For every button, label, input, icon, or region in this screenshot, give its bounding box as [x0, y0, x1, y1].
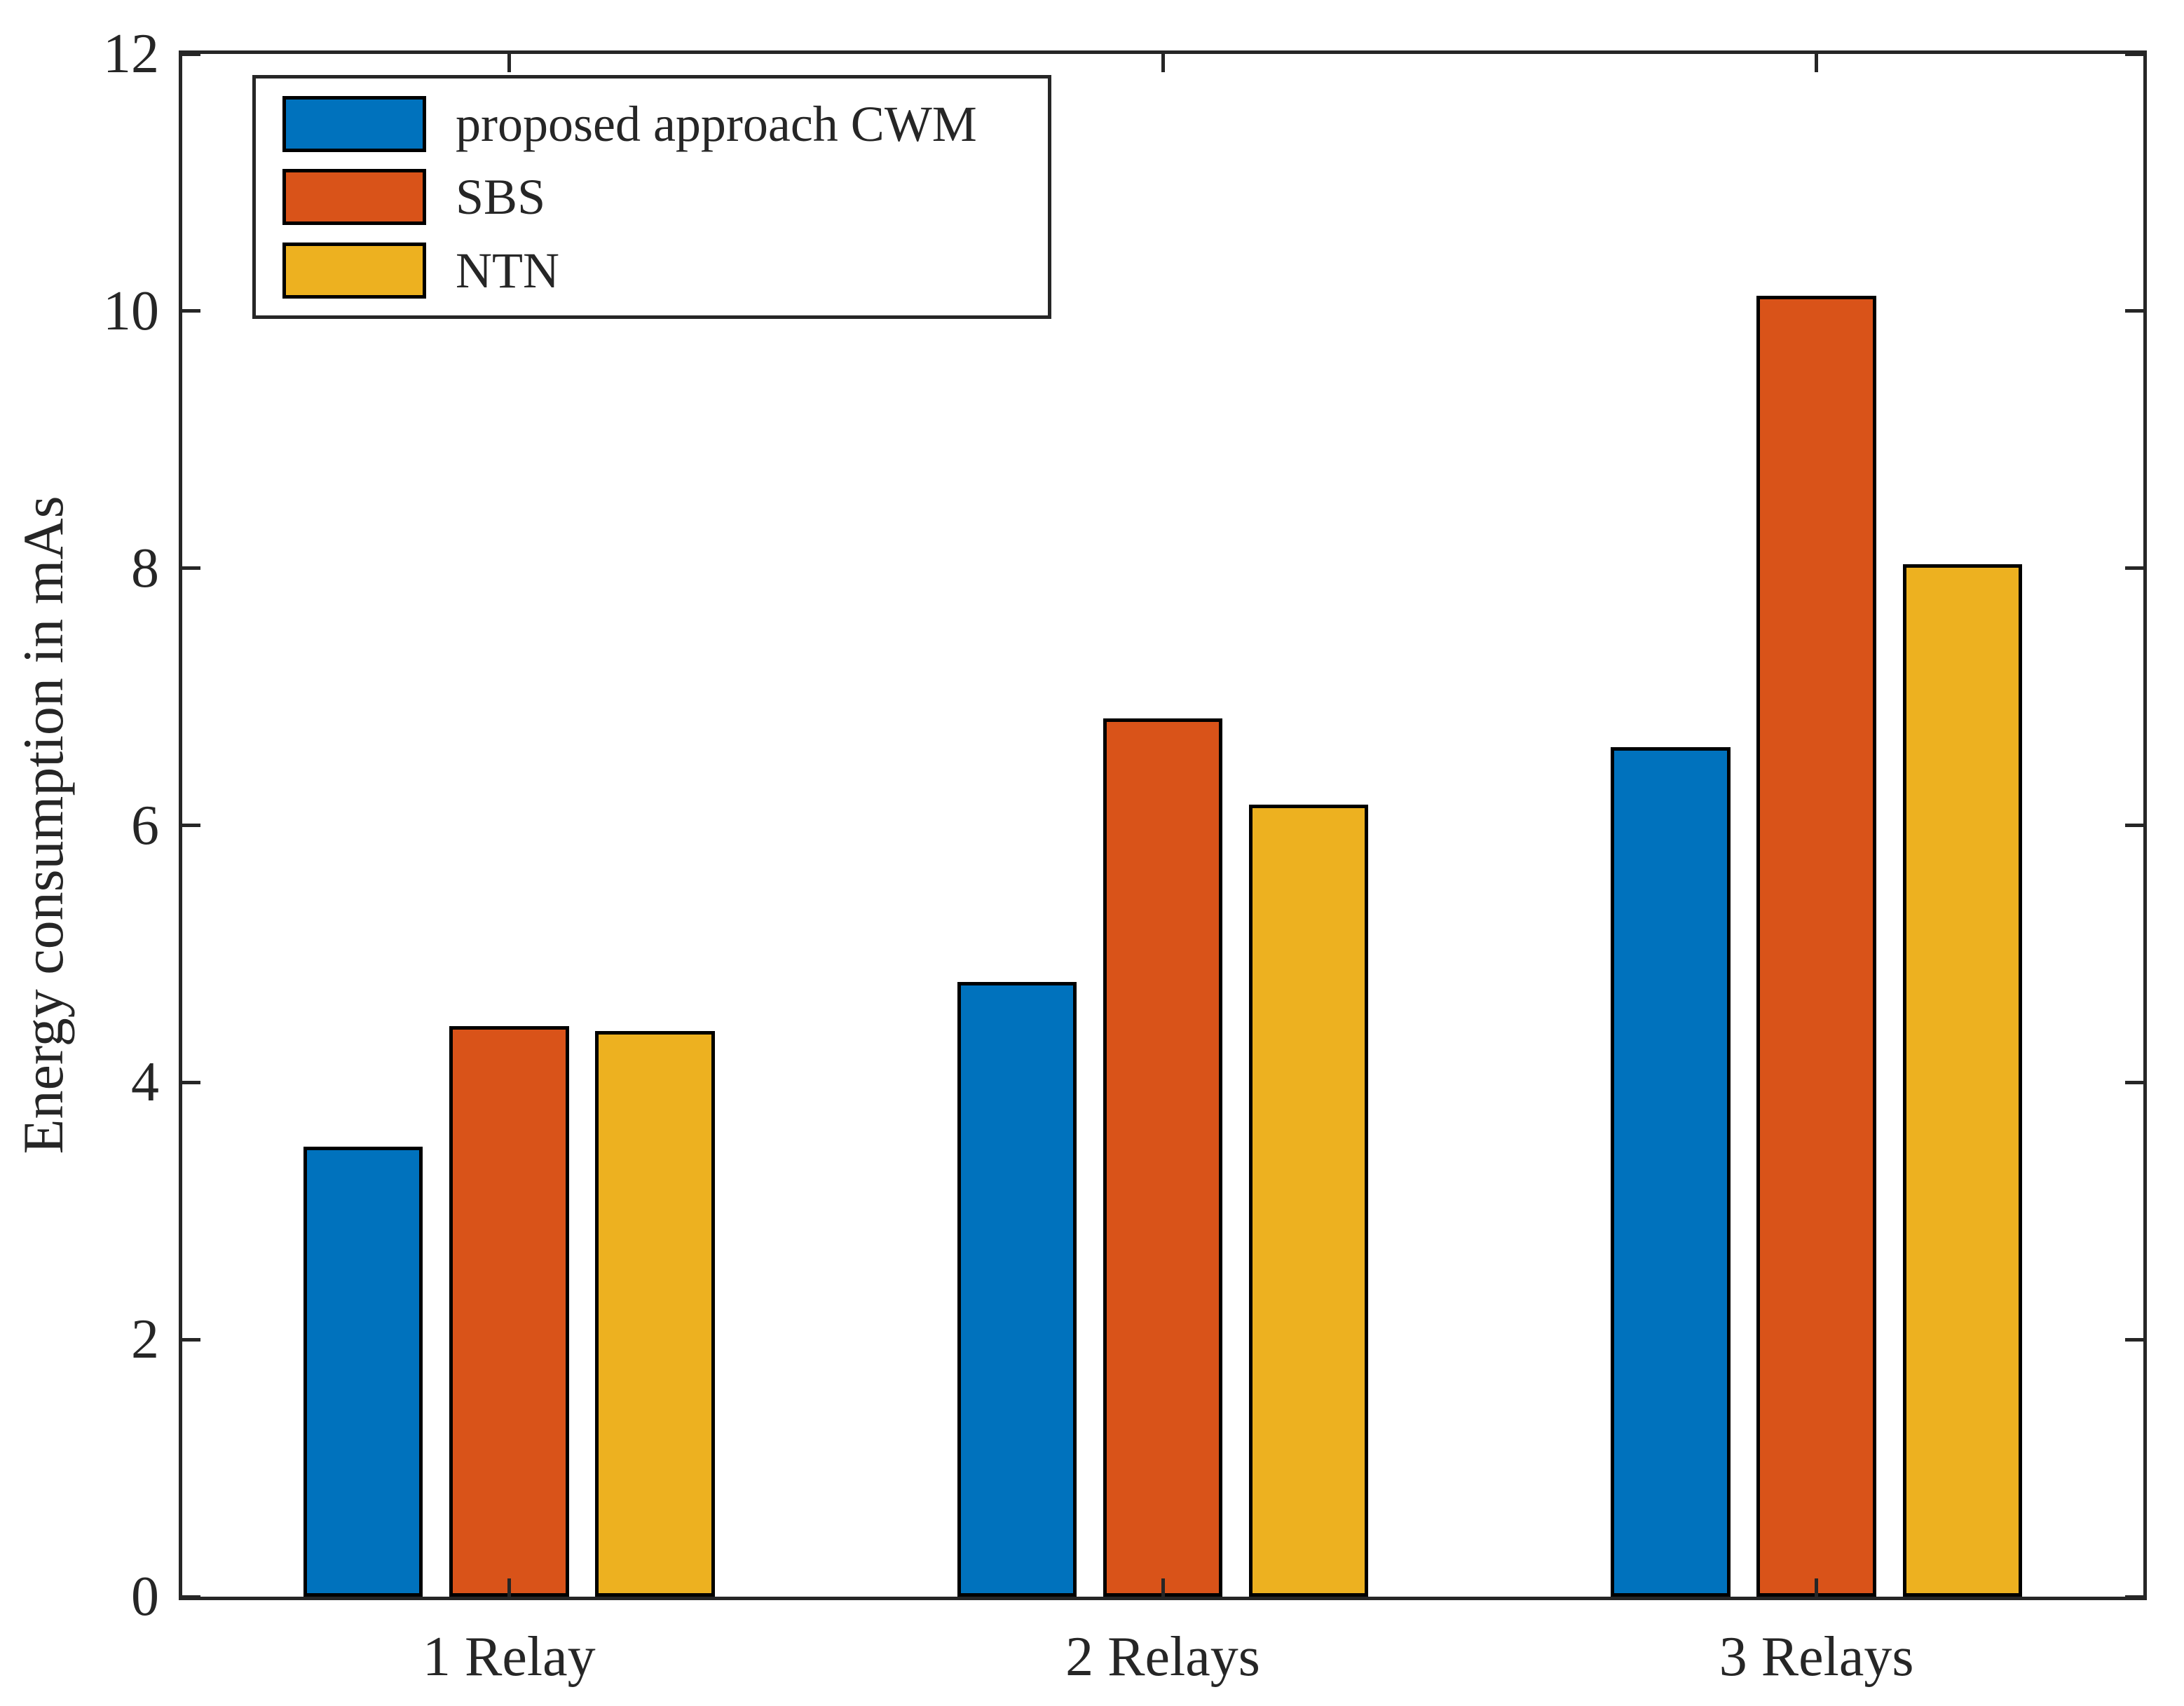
y-tick-mark [2125, 1080, 2143, 1084]
x-tick-label: 2 Relays [1065, 1626, 1260, 1688]
y-tick-mark [182, 52, 200, 56]
y-tick-mark [182, 1080, 200, 1084]
y-tick-mark [2125, 309, 2143, 313]
y-tick-label: 12 [103, 23, 159, 85]
x-tick-mark [507, 1578, 511, 1597]
legend-swatch [282, 169, 426, 225]
legend-label: NTN [456, 242, 559, 299]
y-tick-label: 10 [103, 280, 159, 342]
bar [1756, 295, 1876, 1597]
y-tick-label: 2 [131, 1309, 159, 1371]
y-tick-mark [2125, 1337, 2143, 1342]
y-tick-mark [2125, 52, 2143, 56]
bar [1248, 805, 1369, 1597]
y-tick-mark [2125, 824, 2143, 827]
plot-area: proposed approach CWM SBS NTN [179, 50, 2147, 1600]
y-tick-mark [182, 1595, 200, 1599]
legend-item: proposed approach CWM [282, 95, 1021, 152]
y-tick-mark [182, 1337, 200, 1342]
y-tick-mark [2125, 1595, 2143, 1599]
y-tick-mark [182, 566, 200, 571]
legend-label: SBS [456, 169, 546, 225]
legend-item: SBS [282, 169, 1021, 225]
bar [1611, 746, 1731, 1597]
y-tick-label: 4 [131, 1051, 159, 1114]
legend: proposed approach CWM SBS NTN [252, 75, 1051, 319]
bar [1902, 564, 2023, 1597]
x-tick-label: 1 Relay [423, 1626, 596, 1688]
y-tick-mark [182, 309, 200, 313]
legend-swatch [282, 242, 426, 299]
bar [595, 1030, 715, 1597]
x-tick-mark [1815, 54, 1819, 72]
x-tick-mark [1815, 1578, 1819, 1597]
legend-swatch [282, 95, 426, 152]
x-tick-mark [507, 54, 511, 72]
y-tick-label: 8 [131, 537, 159, 599]
x-tick-label: 3 Relays [1719, 1626, 1914, 1688]
y-tick-mark [2125, 566, 2143, 571]
bar [1103, 718, 1223, 1597]
y-tick-label: 6 [131, 794, 159, 857]
legend-label: proposed approach CWM [456, 95, 977, 152]
x-tick-mark [1161, 54, 1165, 72]
legend-item: NTN [282, 242, 1021, 299]
y-tick-label: 0 [131, 1566, 159, 1627]
y-tick-mark [182, 824, 200, 827]
bar [957, 982, 1077, 1597]
bar [449, 1025, 569, 1597]
x-tick-mark [1161, 1578, 1165, 1597]
bar [303, 1147, 423, 1597]
